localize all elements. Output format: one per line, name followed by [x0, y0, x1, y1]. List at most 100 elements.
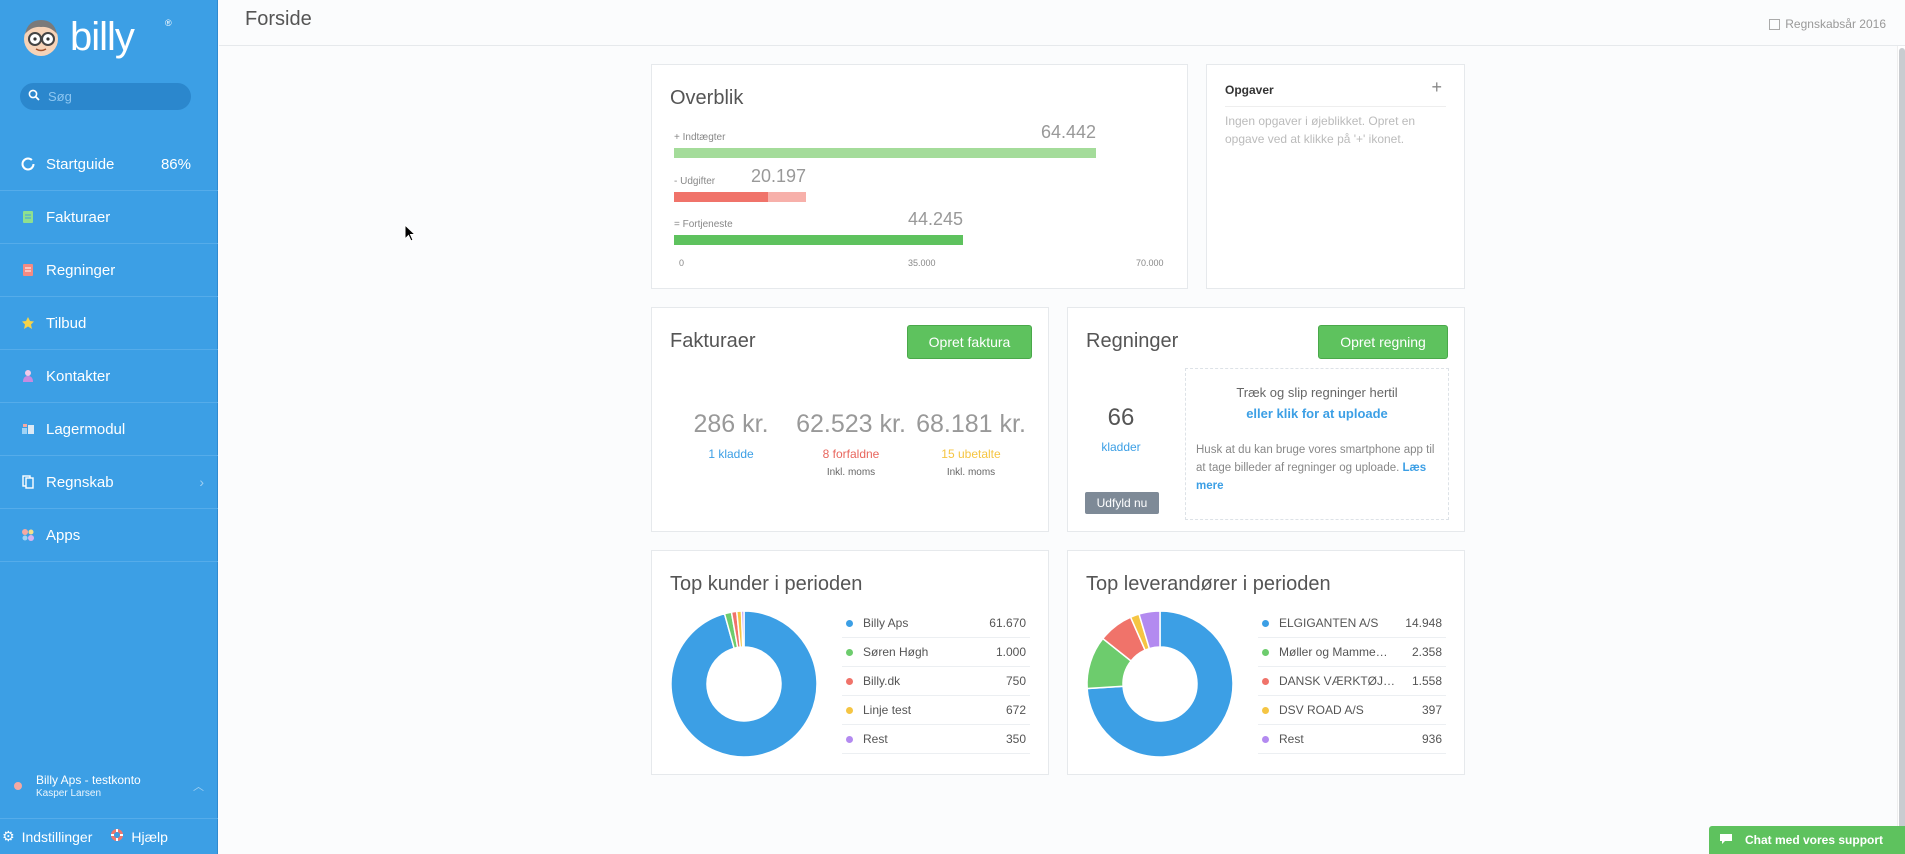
account-avatar — [14, 782, 22, 790]
account-info: Billy Aps - testkonto Kasper Larsen — [36, 773, 141, 799]
legend-row[interactable]: ELGIGANTEN A/S 14.948 — [1258, 609, 1446, 638]
overview-label: = Fortjeneste — [674, 219, 733, 230]
bill-drafts-link[interactable]: kladder — [1101, 440, 1141, 454]
chevron-up-icon: ︿ — [193, 781, 204, 793]
sidebar-item-label: Regnskab — [46, 473, 114, 491]
help-link[interactable]: Hjælp — [108, 828, 168, 845]
legend-row[interactable]: Linje test 672 — [842, 696, 1030, 725]
app-hint-text: Husk at du kan bruge vores smartphone ap… — [1196, 444, 1435, 474]
legend-value: 1.558 — [1411, 674, 1442, 688]
donut-slice-4[interactable] — [1138, 610, 1161, 650]
drafts-link[interactable]: 1 kladde — [708, 447, 754, 461]
create-bill-button[interactable]: Opret regning — [1318, 325, 1448, 359]
scrollbar-thumb[interactable] — [1899, 48, 1905, 848]
legend-row[interactable]: Billy.dk 750 — [842, 667, 1030, 696]
overview-bar — [674, 235, 963, 245]
invoices-card: Fakturaer Opret faktura 286 kr. 1 kladde… — [651, 307, 1049, 532]
legend-row[interactable]: Rest 350 — [842, 725, 1030, 754]
legend-row[interactable]: DSV ROAD A/S 397 — [1258, 696, 1446, 725]
donut-slice-0[interactable] — [670, 610, 818, 758]
quote-star-icon — [20, 315, 36, 331]
stat-amount: 62.523 kr. — [796, 410, 906, 438]
fill-now-button[interactable]: Udfyld nu — [1085, 492, 1159, 514]
fiscal-year-selector[interactable]: Regnskabsår 2016 — [1769, 17, 1886, 31]
sidebar-item-label: Startguide — [46, 155, 115, 173]
startguide-progress: 86% — [160, 155, 191, 173]
chat-label: Chat med vores support — [1745, 833, 1884, 847]
search-input[interactable] — [48, 89, 188, 104]
billy-logo[interactable]: billy ® — [20, 14, 172, 60]
suppliers-legend: ELGIGANTEN A/S 14.948 Møller og Mamme… 2.35… — [1258, 609, 1446, 754]
page-scrollbar[interactable] — [1897, 46, 1905, 854]
invoice-stat-overdue: 62.523 kr. 8 forfaldne Inkl. moms — [791, 410, 911, 478]
sidebar-item-regninger[interactable]: Regninger — [0, 244, 218, 297]
sidebar-item-fakturaer[interactable]: Fakturaer — [0, 191, 218, 244]
legend-name: Rest — [863, 732, 888, 746]
sidebar: billy ® Startguide 86% Fakturaer Regning… — [0, 0, 218, 854]
sidebar-item-tilbud[interactable]: Tilbud — [0, 297, 218, 350]
lifebuoy-icon — [110, 828, 124, 845]
legend-row[interactable]: Møller og Mamme… 2.358 — [1258, 638, 1446, 667]
bill-icon — [20, 262, 36, 278]
page-title: Forside — [245, 8, 312, 30]
read-more-link[interactable]: Læs mere — [1196, 462, 1427, 492]
sidebar-item-apps[interactable]: Apps — [0, 509, 218, 562]
accounting-icon — [20, 474, 36, 490]
create-invoice-button[interactable]: Opret faktura — [907, 325, 1032, 359]
settings-link[interactable]: ⚙ Indstillinger — [0, 828, 92, 845]
legend-row[interactable]: Billy Aps 61.670 — [842, 609, 1030, 638]
legend-name: Rest — [1279, 732, 1304, 746]
sidebar-item-label: Regninger — [46, 261, 116, 279]
legend-name: Søren Høgh — [863, 645, 929, 659]
legend-row[interactable]: DANSK VÆRKTØJ… 1.558 — [1258, 667, 1446, 696]
overview-row-income: + Indtægter 64.442 — [674, 122, 1132, 164]
legend-value: 936 — [1421, 732, 1442, 746]
add-task-button[interactable]: + — [1431, 77, 1442, 97]
axis-tick: 35.000 — [908, 258, 936, 268]
overview-label: - Udgifter — [674, 176, 716, 187]
legend-row[interactable]: Søren Høgh 1.000 — [842, 638, 1030, 667]
dropzone-title: Træk og slip regninger hertil — [1236, 385, 1398, 400]
legend-value: 14.948 — [1405, 616, 1442, 630]
donut-slice-0[interactable] — [1086, 610, 1234, 758]
legend-row[interactable]: Rest 936 — [1258, 725, 1446, 754]
sidebar-item-lagermodul[interactable]: Lagermodul — [0, 403, 218, 456]
contact-person-icon — [20, 368, 36, 384]
legend-dot — [846, 677, 853, 685]
account-switcher[interactable]: Billy Aps - testkonto Kasper Larsen ︿ — [0, 768, 218, 804]
legend-dot — [846, 706, 853, 714]
legend-dot — [1262, 648, 1269, 656]
sidebar-item-startguide[interactable]: Startguide 86% — [0, 138, 218, 191]
overdue-link[interactable]: 8 forfaldne — [822, 447, 880, 461]
upload-link[interactable]: eller klik for at uploade — [1246, 406, 1388, 421]
stat-amount: 68.181 kr. — [916, 410, 1026, 438]
legend-dot — [1262, 677, 1269, 685]
unpaid-link[interactable]: 15 ubetalte — [941, 447, 1001, 461]
tasks-card: Opgaver + Ingen opgaver i øjeblikket. Op… — [1206, 64, 1465, 289]
axis-tick: 70.000 — [1136, 258, 1164, 268]
tasks-empty-message: Ingen opgaver i øjeblikket. Opret en opg… — [1225, 114, 1416, 146]
search-box[interactable] — [20, 83, 191, 110]
chat-bubble-icon — [1719, 833, 1733, 848]
axis-tick: 0 — [679, 258, 685, 268]
inventory-icon — [20, 421, 36, 437]
legend-value: 1.000 — [995, 645, 1026, 659]
overview-value: 64.442 — [1040, 122, 1096, 142]
suppliers-donut-chart — [1086, 610, 1234, 758]
donut-slice-4[interactable] — [740, 610, 745, 648]
invoices-title: Fakturaer — [670, 330, 756, 352]
chevron-right-icon: › — [199, 474, 204, 490]
tasks-divider — [1225, 106, 1446, 107]
legend-name: Linje test — [863, 703, 912, 717]
bill-dropzone[interactable]: Træk og slip regninger hertil eller klik… — [1185, 368, 1449, 520]
legend-name: DANSK VÆRKTØJ… — [1279, 674, 1396, 688]
overview-bar — [674, 148, 1096, 158]
account-user: Kasper Larsen — [36, 788, 102, 799]
settings-label: Indstillinger — [21, 828, 93, 845]
sidebar-item-regnskab[interactable]: Regnskab › — [0, 456, 218, 509]
legend-value: 2.358 — [1411, 645, 1442, 659]
chat-support-button[interactable]: Chat med vores support — [1709, 826, 1905, 854]
legend-dot — [1262, 619, 1269, 627]
sidebar-item-kontakter[interactable]: Kontakter — [0, 350, 218, 403]
legend-value: 750 — [1005, 674, 1026, 688]
